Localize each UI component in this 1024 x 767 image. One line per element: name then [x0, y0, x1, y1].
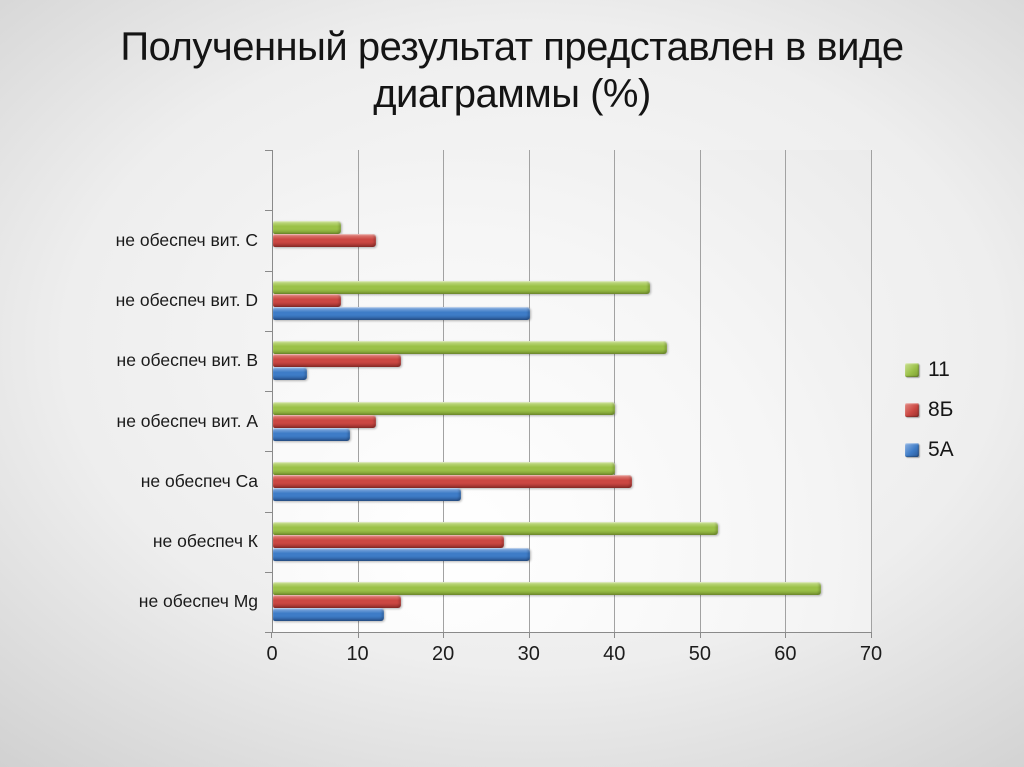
category-label-7: не обеспеч Mg	[138, 591, 258, 612]
chart-title-line1: Полученный результат представлен в виде	[120, 25, 904, 69]
y-tick-mark-8	[265, 632, 273, 633]
gridline-x-30	[528, 150, 530, 632]
gridline-x-40	[614, 150, 616, 632]
y-tick-mark-1	[265, 210, 273, 212]
bar-11-не обеспеч вит. A	[273, 401, 616, 415]
bar-5А-не обеспеч вит. A	[273, 427, 350, 441]
category-label-5: не обеспеч Ca	[140, 470, 258, 491]
x-tick-label-0: 0	[266, 643, 278, 665]
legend-item-8Б: 8Б	[905, 390, 954, 430]
legend-label: 11	[928, 358, 950, 381]
x-tick-mark-30	[528, 632, 530, 638]
x-tick-label-30: 30	[517, 643, 540, 665]
bar-8Б-не обеспеч К	[273, 535, 505, 549]
category-label-4: не обеспеч вит. A	[116, 410, 258, 431]
y-tick-mark-7	[265, 571, 273, 573]
bar-group-6	[273, 512, 871, 572]
bar-5А-не обеспеч Mg	[273, 608, 385, 622]
category-label-3: не обеспеч вит. B	[116, 350, 258, 371]
y-tick-mark-4	[265, 391, 273, 392]
bar-8Б-не обеспеч вит. B	[273, 354, 402, 368]
x-tick-label-10: 10	[346, 643, 369, 665]
y-tick-mark-0	[265, 150, 273, 151]
x-tick-mark-60	[785, 632, 787, 638]
x-tick-mark-10	[357, 632, 359, 638]
bar-8Б-не обеспеч Mg	[273, 595, 402, 609]
bar-11-не обеспеч вит. D	[273, 281, 650, 295]
chart-title-line2: диаграммы (%)	[373, 72, 651, 117]
category-label-1: не обеспеч вит. C	[115, 229, 258, 250]
x-tick-mark-0	[271, 632, 272, 638]
x-tick-mark-40	[614, 632, 616, 638]
category-label-6: не обеспеч К	[152, 531, 258, 552]
bar-group-2	[273, 271, 871, 331]
x-tick-label-70: 70	[859, 643, 883, 665]
legend-item-5А: 5А	[905, 430, 954, 470]
x-tick-label-20: 20	[432, 643, 455, 665]
bar-11-не обеспеч вит. B	[273, 341, 667, 355]
legend-item-11: 11	[905, 350, 954, 390]
bar-8Б-не обеспеч вит. D	[273, 294, 342, 308]
bar-group-4	[273, 391, 871, 451]
bar-group-7	[273, 572, 871, 632]
bar-8Б-не обеспеч Ca	[273, 474, 633, 488]
gridline-x-60	[785, 150, 787, 632]
bar-11-не обеспеч Ca	[273, 461, 616, 475]
gridline-x-10	[357, 150, 359, 632]
bar-5А-не обеспеч вит. B	[273, 367, 308, 381]
category-label-2: не обеспеч вит. D	[115, 290, 258, 311]
x-tick-mark-20	[443, 632, 445, 638]
legend-label: 8Б	[928, 398, 954, 421]
legend-swatch-icon	[905, 443, 919, 457]
y-tick-mark-3	[265, 330, 273, 332]
chart-title: Полученный результат представлен в виде …	[0, 24, 1024, 118]
gridline-x-70	[871, 150, 872, 632]
bar-11-не обеспеч вит. C	[273, 220, 342, 234]
legend-swatch-icon	[905, 363, 919, 377]
x-tick-label-60: 60	[774, 643, 797, 665]
bar-group-3	[273, 331, 871, 391]
x-tick-mark-50	[699, 632, 701, 638]
y-tick-mark-5	[265, 451, 273, 453]
legend: 11 8Б 5А	[905, 350, 954, 470]
bar-5А-не обеспеч К	[273, 548, 530, 562]
bar-11-не обеспеч К	[273, 522, 718, 536]
y-tick-mark-2	[265, 270, 273, 272]
x-tick-label-50: 50	[688, 643, 711, 665]
plot-area	[272, 150, 872, 632]
bar-8Б-не обеспеч вит. A	[273, 414, 376, 428]
gridline-x-50	[699, 150, 701, 632]
gridline-x-20	[443, 150, 445, 632]
x-tick-label-40: 40	[603, 643, 626, 665]
bar-5А-не обеспеч Ca	[273, 487, 462, 501]
x-tick-mark-70	[871, 632, 872, 638]
bar-group-1	[273, 210, 871, 270]
bar-group-5	[273, 451, 871, 511]
legend-label: 5А	[928, 438, 954, 461]
bar-5А-не обеспеч вит. D	[273, 307, 530, 321]
x-axis-line	[271, 632, 872, 633]
bar-8Б-не обеспеч вит. C	[273, 233, 376, 247]
bar-11-не обеспеч Mg	[273, 582, 821, 596]
y-tick-mark-6	[265, 511, 273, 513]
legend-swatch-icon	[905, 403, 919, 417]
